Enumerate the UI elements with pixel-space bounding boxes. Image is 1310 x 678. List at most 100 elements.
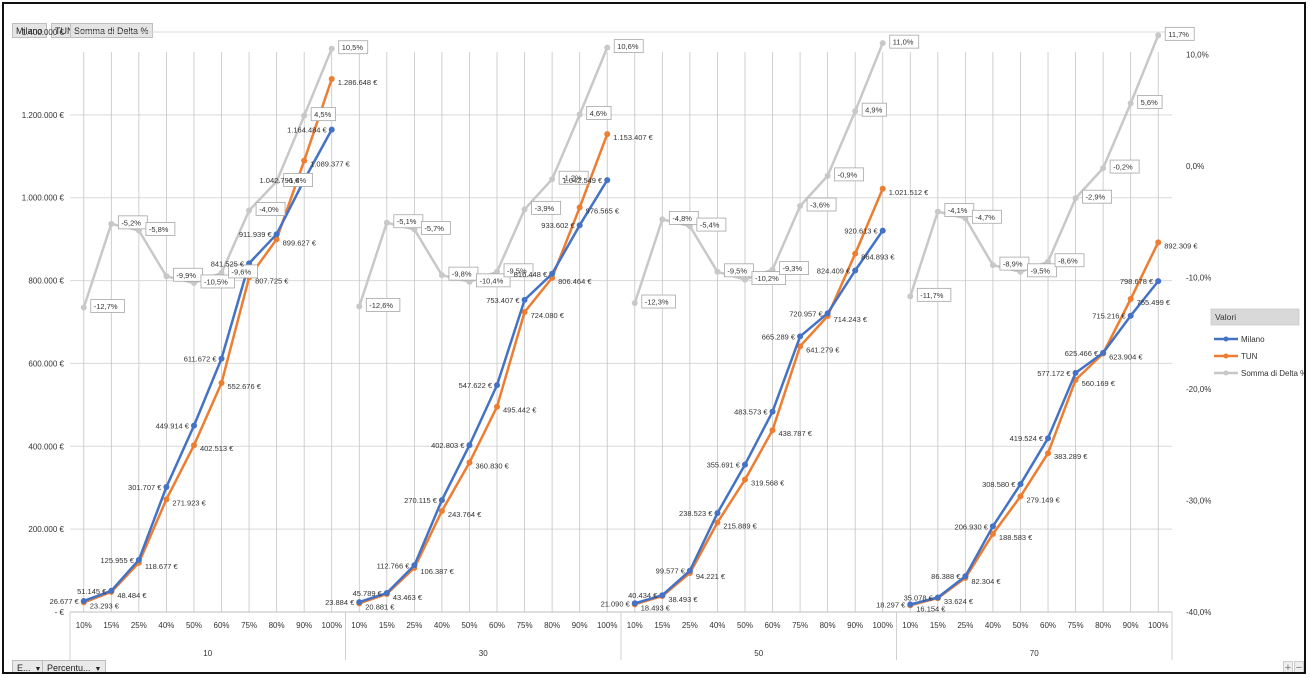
delta-data-label: -8,6%: [1058, 256, 1078, 265]
milano-data-label: 21.090 €: [601, 599, 631, 608]
tun-data-label: 279.149 €: [1026, 495, 1060, 504]
tun-data-label: 976.565 €: [586, 206, 620, 215]
milano-data-label: 206.930 €: [955, 522, 989, 531]
milano-point: [1045, 435, 1052, 442]
x-axis-tick-label: 90%: [296, 621, 312, 630]
milano-point: [1072, 369, 1079, 376]
x-axis-tick-label: 60%: [1040, 621, 1056, 630]
tun-data-label: 1.153.407 €: [613, 133, 653, 142]
delta-data-label: -10,4%: [479, 276, 503, 285]
tun-point: [218, 380, 225, 387]
milano-data-label: 753.407 €: [486, 296, 520, 305]
tun-point: [604, 131, 611, 138]
dropdown-arrow-icon: ▼: [34, 666, 42, 673]
y2-axis-tick-label: -30,0%: [1186, 496, 1211, 505]
milano-point: [411, 562, 418, 569]
delta-label-box: [200, 274, 235, 289]
milano-point: [135, 556, 142, 563]
legend-title: Valori: [1215, 312, 1236, 322]
delta-data-label: -9,3%: [783, 264, 803, 273]
delta-label-box: [586, 106, 612, 120]
tun-data-label: 899.627 €: [283, 238, 317, 247]
x-axis-tick-label: 40%: [709, 621, 725, 630]
tun-point: [163, 496, 170, 503]
milano-point: [741, 461, 748, 468]
milano-data-label: 18.297 €: [876, 600, 906, 609]
filter-button-percentuale[interactable]: Percentu... ▼: [42, 660, 107, 673]
delta-data-label: -9,6%: [232, 267, 252, 276]
milano-point: [80, 597, 87, 604]
milano-data-label: 112.766 €: [377, 561, 411, 570]
delta-data-label: -2,9%: [1086, 193, 1106, 202]
tun-data-label: 892.309 €: [1164, 241, 1198, 250]
legend-item-label: Somma di Delta %: [1241, 369, 1304, 378]
delta-data-label: -12,3%: [645, 298, 669, 307]
x-axis-tick-label: 80%: [1095, 621, 1111, 630]
tun-point: [714, 519, 721, 526]
tun-data-label: 806.464 €: [558, 277, 592, 286]
delta-point: [356, 303, 363, 310]
milano-data-label: 99.577 €: [656, 567, 686, 576]
tun-data-label: 755.499 €: [1137, 298, 1171, 307]
tun-point: [190, 442, 197, 449]
tun-data-label: 864.893 €: [861, 253, 895, 262]
delta-label-box: [779, 261, 809, 275]
milano-point: [383, 590, 390, 597]
tun-data-label: 82.304 €: [971, 577, 1001, 586]
delta-point: [741, 276, 748, 283]
tun-line: [358, 133, 609, 605]
delta-label-box: [834, 167, 865, 182]
delta-point: [328, 45, 335, 52]
delta-point: [769, 266, 776, 273]
x-axis-tick-label: 15%: [103, 621, 119, 630]
y-axis-tick-label: - €: [55, 608, 65, 617]
x-axis-tick-label: 90%: [847, 621, 863, 630]
expand-field-button[interactable]: +: [1283, 661, 1293, 674]
tun-point: [741, 476, 748, 483]
collapse-field-button[interactable]: −: [1294, 661, 1304, 674]
delta-data-label: -12,7%: [94, 302, 118, 311]
delta-point: [879, 40, 886, 47]
tun-point: [989, 530, 996, 537]
x-axis-tick-label: 15%: [930, 621, 946, 630]
delta-data-label: -12,6%: [369, 301, 393, 310]
dropdown-arrow-icon: ▼: [94, 666, 102, 673]
milano-point: [907, 601, 914, 608]
field-button-delta[interactable]: Somma di Delta %: [70, 23, 153, 38]
milano-point: [108, 587, 115, 594]
delta-point: [824, 172, 831, 179]
legend-swatch-marker: [1223, 370, 1229, 376]
delta-data-label: -4,1%: [948, 206, 968, 215]
field-button-milano[interactable]: Milano: [12, 23, 47, 38]
milano-line: [634, 229, 884, 605]
milano-point: [797, 333, 804, 340]
delta-data-label: -0,9%: [838, 170, 858, 179]
milano-data-label: 45.789 €: [353, 589, 383, 598]
milano-point: [714, 510, 721, 517]
delta-point: [989, 262, 996, 269]
pivot-line-chart: - € 200.000 € 400.000 € 600.000 € 800.000 € 1…: [22, 26, 1304, 660]
delta-data-label: 5,6%: [1141, 98, 1158, 107]
milano-data-label: 1.042.549 €: [563, 176, 603, 185]
y-axis-tick-label: 1.000.000 €: [22, 194, 65, 203]
x-axis-tick-label: 40%: [434, 621, 450, 630]
x-axis-tick-label: 100%: [321, 621, 341, 630]
milano-point: [989, 523, 996, 530]
tun-point: [494, 403, 501, 410]
delta-data-label: -10,5%: [204, 277, 228, 286]
filter-button-percentuale-label: Percentu...: [47, 663, 91, 673]
x-axis-tick-label: 100%: [1148, 621, 1168, 630]
x-axis-tick-label: 75%: [1068, 621, 1084, 630]
milano-data-label: 40.434 €: [628, 591, 658, 600]
milano-data-label: 419.524 €: [1010, 434, 1044, 443]
tun-data-label: 20.881 €: [365, 602, 395, 611]
delta-point: [907, 293, 914, 300]
milano-data-label: 816.448 €: [514, 270, 548, 279]
delta-data-label: 10,5%: [342, 43, 364, 52]
tun-data-label: 807.725 €: [255, 276, 289, 285]
x-axis-tick-label: 60%: [214, 621, 230, 630]
x-axis-tick-label: 15%: [379, 621, 395, 630]
delta-data-label: 4,6%: [590, 109, 607, 118]
delta-label-box: [889, 34, 920, 49]
milano-data-label: 270.115 €: [404, 496, 438, 505]
